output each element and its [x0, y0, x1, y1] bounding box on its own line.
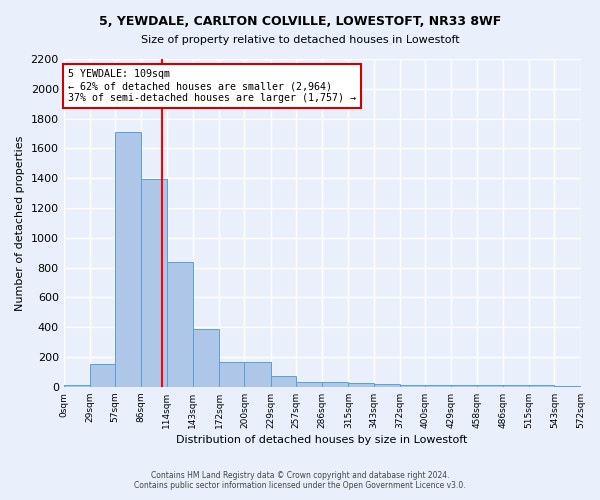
- Bar: [529, 386, 554, 387]
- Bar: [554, 386, 580, 387]
- Bar: [219, 362, 244, 387]
- Text: Size of property relative to detached houses in Lowestoft: Size of property relative to detached ho…: [140, 35, 460, 45]
- Text: 5 YEWDALE: 109sqm
← 62% of detached houses are smaller (2,964)
37% of semi-detac: 5 YEWDALE: 109sqm ← 62% of detached hous…: [68, 70, 356, 102]
- X-axis label: Distribution of detached houses by size in Lowestoft: Distribution of detached houses by size …: [176, 435, 468, 445]
- Bar: [451, 386, 478, 387]
- Bar: [503, 386, 529, 387]
- Bar: [244, 362, 271, 387]
- Bar: [296, 382, 322, 387]
- Text: Contains HM Land Registry data © Crown copyright and database right 2024.
Contai: Contains HM Land Registry data © Crown c…: [134, 470, 466, 490]
- Y-axis label: Number of detached properties: Number of detached properties: [15, 135, 25, 310]
- Bar: [64, 386, 90, 387]
- Bar: [425, 384, 451, 387]
- Bar: [271, 376, 296, 387]
- Text: 5, YEWDALE, CARLTON COLVILLE, LOWESTOFT, NR33 8WF: 5, YEWDALE, CARLTON COLVILLE, LOWESTOFT,…: [99, 15, 501, 28]
- Bar: [478, 386, 503, 387]
- Bar: [374, 384, 400, 387]
- Bar: [142, 179, 167, 387]
- Bar: [348, 383, 374, 387]
- Bar: [322, 382, 348, 387]
- Bar: [115, 132, 142, 387]
- Bar: [167, 262, 193, 387]
- Bar: [90, 364, 115, 387]
- Bar: [193, 328, 219, 387]
- Bar: [400, 384, 425, 387]
